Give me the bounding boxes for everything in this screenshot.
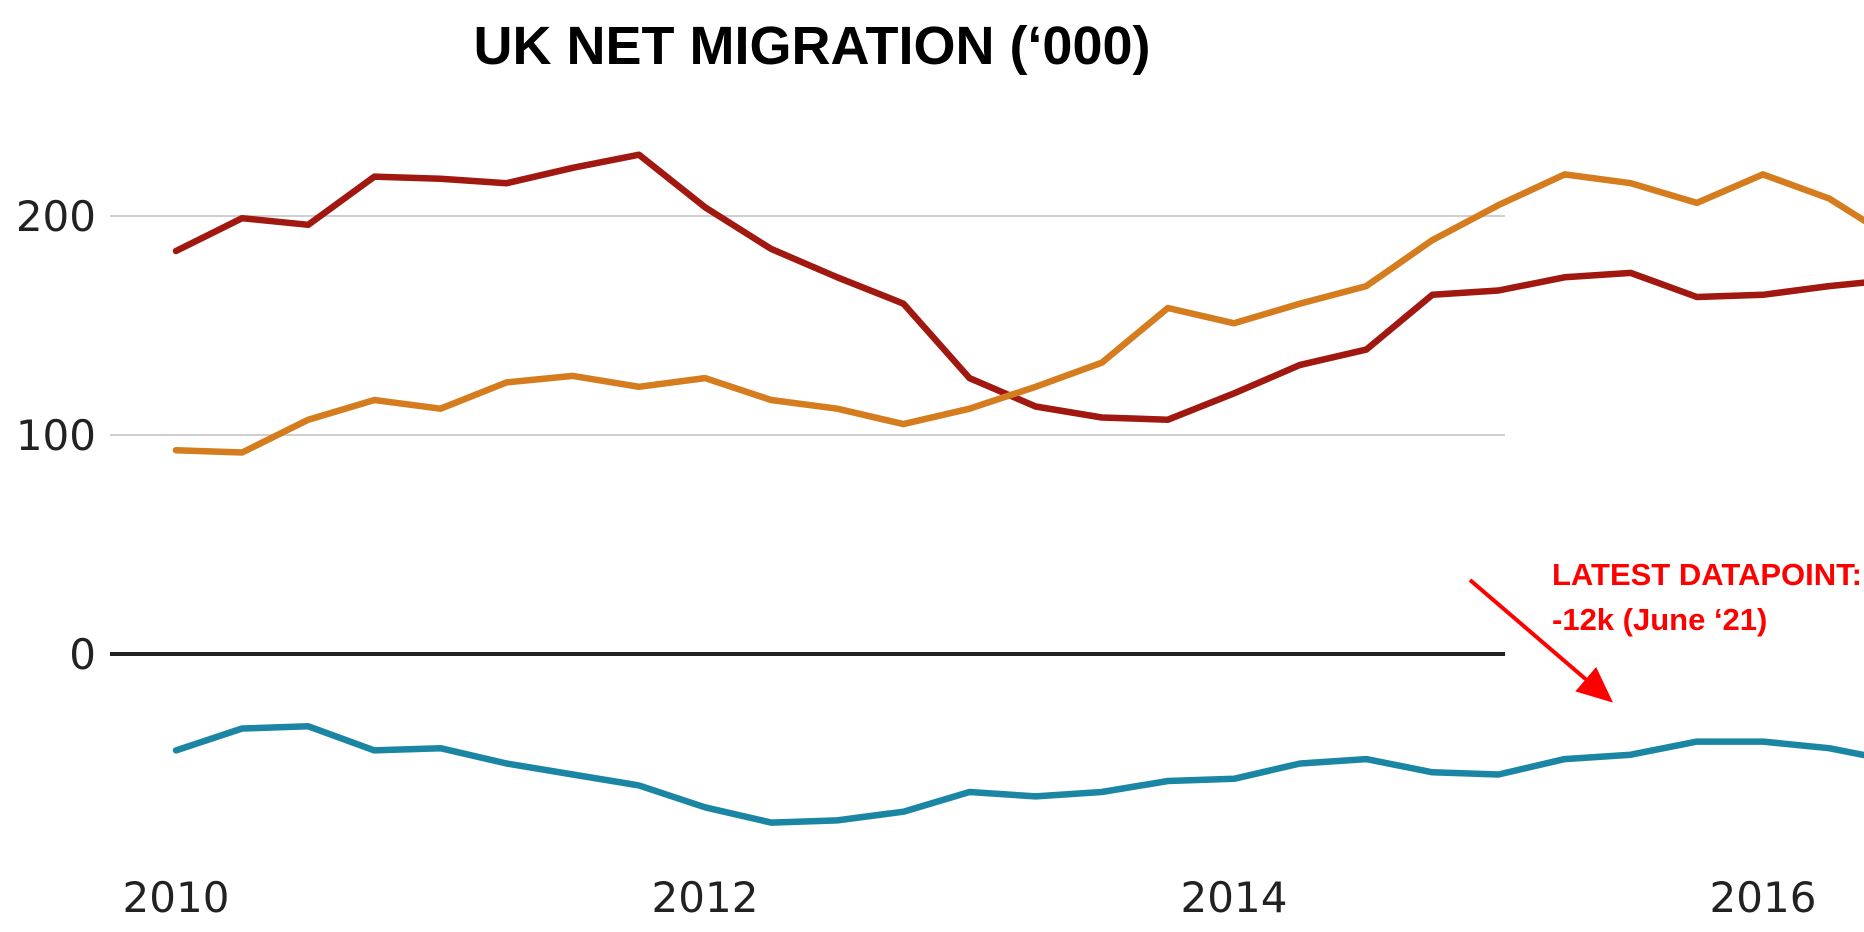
x-tick-label: 2016 <box>1710 873 1817 922</box>
series-line-eu <box>172 171 1864 456</box>
series-line-non-eu <box>172 151 1864 423</box>
annotation-arrow <box>1468 578 1614 703</box>
x-tick-label: 2010 <box>123 873 230 922</box>
annotation-line-2: -12k (June ‘21) <box>1552 602 1767 637</box>
y-tick-label: 200 <box>16 192 96 241</box>
annotation-line-1: LATEST DATAPOINT: <box>1552 557 1862 592</box>
x-tick-label: 2014 <box>1181 873 1288 922</box>
y-tick-label: 0 <box>69 630 96 679</box>
y-tick-label: 100 <box>16 411 96 460</box>
x-tick-label: 2012 <box>652 873 759 922</box>
latest-datapoint-annotation: LATEST DATAPOINT: -12k (June ‘21) <box>1468 557 1862 703</box>
axis-ticks: 010020020102012201420162018 <box>16 192 1817 922</box>
chart-title: UK NET MIGRATION (‘000) <box>473 16 1150 76</box>
gridlines <box>110 215 1505 656</box>
series-lines <box>172 151 1864 826</box>
series-line-british <box>172 723 1864 826</box>
